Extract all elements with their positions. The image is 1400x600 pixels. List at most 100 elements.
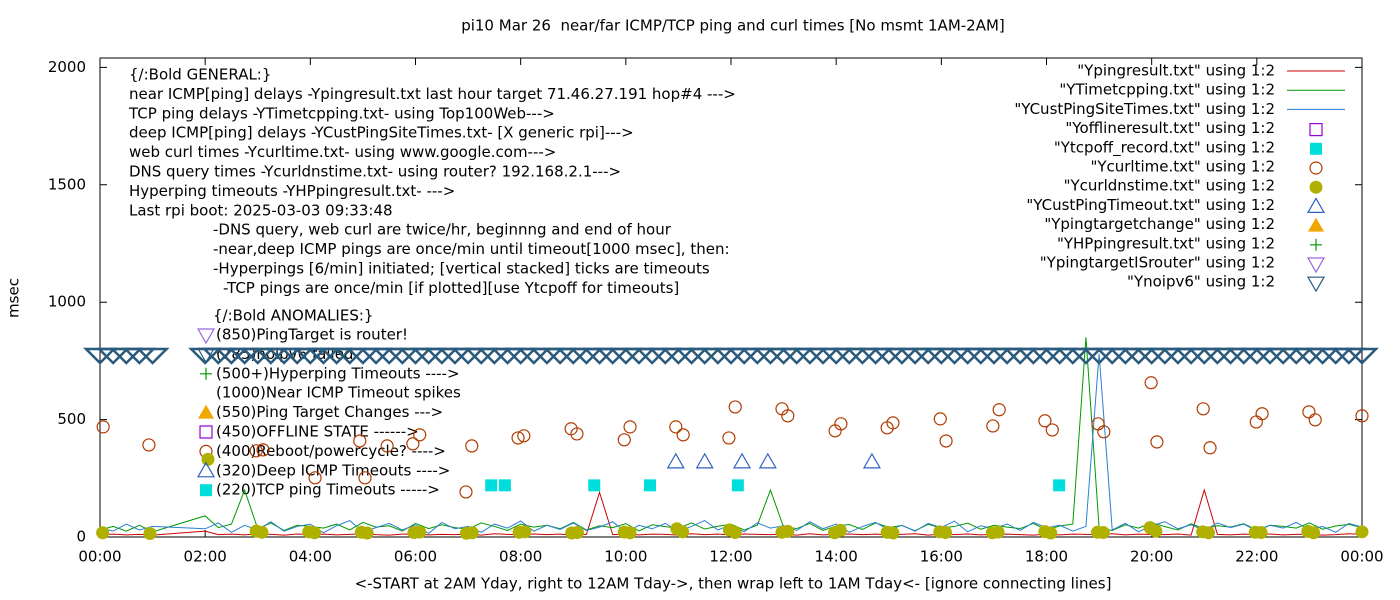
data-point: [256, 443, 270, 457]
annotation-text: {/:Bold ANOMALIES:}: [213, 307, 373, 325]
legend-key: [1309, 161, 1323, 175]
data-point: [939, 526, 953, 540]
annotation-text: TCP ping delays -YTimetcpping.txt- using…: [128, 104, 555, 122]
legend-label: "YCustPingTimeout.txt" using 1:2: [1026, 196, 1275, 214]
data-point: [1149, 524, 1163, 538]
data-point: [308, 471, 322, 485]
data-point: [886, 526, 900, 540]
y-tick-label: 0: [76, 528, 86, 546]
data-point: [862, 452, 881, 469]
legend-label: "YpingtargetISrouter" using 1:2: [1040, 254, 1275, 272]
data-point: [1053, 479, 1066, 492]
data-point: [986, 419, 1000, 433]
data-point: [413, 525, 427, 539]
data-point: [406, 437, 420, 451]
data-point: [353, 434, 367, 448]
annotation-text: web curl times -Ycurltime.txt- using www…: [129, 143, 556, 161]
annotation-key: [196, 461, 216, 478]
x-tick-label: 14:00: [815, 548, 858, 566]
data-point: [358, 471, 372, 485]
x-tick-label: 00:00: [1340, 548, 1383, 566]
data-point: [1144, 376, 1158, 390]
annotation-text: deep ICMP[ping] delays -YCustPingSiteTim…: [129, 124, 634, 142]
data-point: [728, 400, 742, 414]
data-point: [666, 452, 685, 469]
annotation-text: Hyperping timeouts -YHPpingresult.txt- -…: [129, 182, 455, 200]
legend-key: [1308, 217, 1324, 232]
legend-label: "Ynoipv6" using 1:2: [1127, 273, 1275, 291]
legend-label: "Ypingresult.txt" using 1:2: [1077, 62, 1275, 80]
data-point: [644, 479, 657, 492]
data-point: [465, 439, 479, 453]
data-point: [570, 526, 584, 540]
x-tick-label: 20:00: [1130, 548, 1173, 566]
annotation-text: -DNS query, web curl are twice/hr, begin…: [213, 221, 672, 239]
data-point: [465, 526, 479, 540]
annotation-key: [196, 328, 216, 345]
x-tick-label: 02:00: [184, 548, 227, 566]
data-point: [733, 452, 752, 469]
data-point: [1038, 414, 1052, 428]
data-point: [1096, 526, 1110, 540]
x-tick-label: 04:00: [289, 548, 332, 566]
data-line: [99, 353, 1363, 535]
data-point: [255, 525, 269, 539]
data-point: [781, 524, 795, 538]
annotation-text: near ICMP[ping] delays -Ypingresult.txt …: [129, 85, 736, 103]
data-point: [676, 428, 690, 442]
y-tick-label: 1500: [48, 175, 86, 193]
data-point: [992, 403, 1006, 417]
annotation-key: [199, 425, 213, 439]
annotation-text: (320)Deep ICMP Timeouts ---->: [216, 461, 450, 479]
annotation-key: [200, 367, 212, 380]
annotation-text: -near,deep ICMP pings are once/min until…: [213, 240, 730, 258]
data-point: [135, 347, 170, 365]
data-point: [617, 433, 631, 447]
data-point: [308, 526, 322, 540]
data-point: [142, 438, 156, 452]
legend-label: "Ypingtargetchange" using 1:2: [1044, 215, 1275, 233]
legend-label: "Ycurldnstime.txt" using 1:2: [1064, 177, 1275, 195]
legend-label: "Ytcpoff_record.txt" using 1:2: [1054, 138, 1275, 157]
x-tick-label: 06:00: [394, 548, 437, 566]
annotation-text: {/:Bold GENERAL:}: [129, 66, 271, 84]
legend-label: "Yofflineresult.txt" using 1:2: [1065, 119, 1275, 137]
annotation-text: Last rpi boot: 2025-03-03 09:33:48: [129, 201, 393, 219]
annotation-key: [200, 484, 212, 497]
data-point: [459, 485, 473, 499]
legend-key: [1306, 276, 1326, 293]
data-point: [380, 439, 394, 453]
data-point: [517, 429, 531, 443]
data-point: [143, 526, 157, 540]
legend-key: [1310, 142, 1322, 155]
legend-label: "YTimetcpping.txt" using 1:2: [1059, 81, 1275, 99]
data-point: [570, 427, 584, 441]
data-point: [1203, 441, 1217, 455]
annotation-key: [201, 452, 215, 466]
annotation-text: (500+)Hyperping Timeouts ---->: [216, 364, 460, 382]
legend-key: [1309, 122, 1323, 137]
data-point: [758, 452, 777, 469]
data-point: [1044, 526, 1058, 540]
data-point: [728, 526, 742, 540]
data-point: [1302, 405, 1316, 419]
x-tick-label: 12:00: [709, 548, 752, 566]
data-point: [991, 525, 1005, 539]
annotation-text: DNS query times -Ycurldnstime.txt- using…: [129, 163, 621, 181]
data-point: [1201, 526, 1215, 540]
data-point: [485, 479, 498, 492]
annotation-text: (400)Reboot/powercycle? ---->: [216, 442, 446, 460]
data-point: [413, 428, 427, 442]
annotation-text: (220)TCP ping Timeouts ----->: [216, 481, 440, 499]
annotation-text: (550)Ping Target Changes --->: [216, 403, 443, 421]
data-point: [1254, 526, 1268, 540]
data-point: [781, 409, 795, 423]
data-point: [1249, 415, 1263, 429]
legend-key: [1310, 238, 1322, 251]
x-tick-label: 18:00: [1025, 548, 1068, 566]
y-axis-label: msec: [5, 278, 23, 318]
annotation-text: (450)OFFLINE STATE ------>: [216, 423, 419, 441]
data-point: [1097, 425, 1111, 439]
